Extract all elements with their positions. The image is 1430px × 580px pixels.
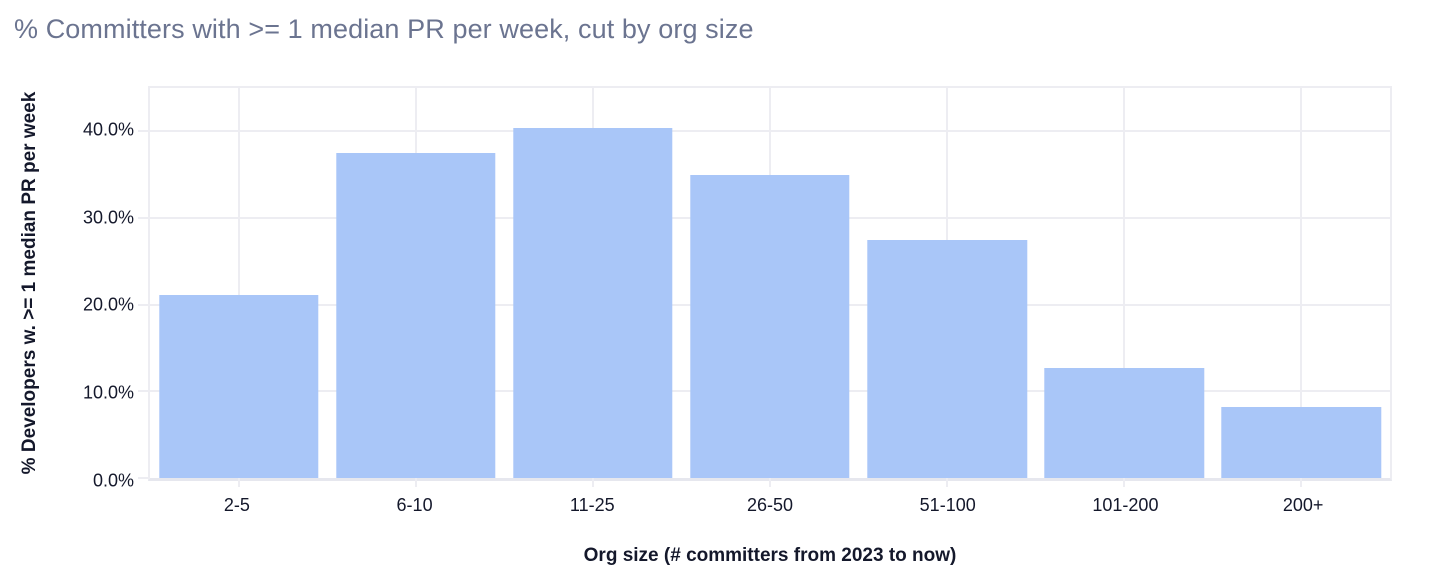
bar-2-5[interactable] (158, 295, 319, 478)
x-tick-label-6-10: 6-10 (396, 495, 433, 515)
bar-101-200[interactable] (1044, 367, 1204, 478)
y-axis-tick-labels: 0.0% 10.0% 20.0% 30.0% 40.0% (0, 86, 134, 490)
x-tick-label-200+: 200+ (1282, 495, 1324, 515)
x-tick-mark (414, 478, 417, 487)
bar-11-25[interactable] (513, 127, 673, 478)
x-axis-title: Org size (# committers from 2023 to now) (583, 545, 957, 566)
y-tick-mark (138, 130, 150, 133)
bar-200+[interactable] (1221, 406, 1382, 478)
x-tick-label-2-5: 2-5 (223, 495, 250, 515)
x-tick-label-26-50: 26-50 (746, 495, 794, 515)
x-tick-mark (946, 478, 949, 487)
x-gridline (237, 88, 240, 478)
x-tick-label-51-100: 51-100 (919, 495, 976, 515)
y-tick-mark (138, 390, 150, 393)
y-tick-label: 0.0% (92, 470, 134, 491)
x-gridline (1300, 88, 1303, 478)
y-tick-mark (138, 477, 150, 479)
x-axis-tick-labels: 2-5 6-10 11-25 26-50 51-100 101-200 200+ (148, 495, 1392, 521)
x-tick-mark (591, 478, 594, 487)
x-tick-mark (1123, 478, 1126, 487)
x-gridline (1123, 88, 1126, 478)
y-tick-mark (138, 303, 150, 306)
bar-6-10[interactable] (335, 153, 496, 478)
y-tick-label: 20.0% (82, 294, 134, 315)
bar-26-50[interactable] (690, 174, 850, 478)
x-tick-label-101-200: 101-200 (1092, 495, 1159, 515)
x-tick-mark (769, 478, 771, 487)
chart-title: % Committers with >= 1 median PR per wee… (14, 14, 754, 44)
bar-51-100[interactable] (867, 239, 1027, 478)
plot-area (138, 86, 1392, 487)
y-tick-label: 40.0% (82, 119, 134, 140)
x-tick-label-11-25: 11-25 (569, 495, 615, 515)
x-tick-mark (237, 478, 240, 487)
y-tick-label: 30.0% (82, 207, 134, 228)
y-tick-label: 10.0% (82, 382, 134, 403)
x-tick-mark (1300, 478, 1303, 487)
y-tick-mark (138, 217, 150, 220)
